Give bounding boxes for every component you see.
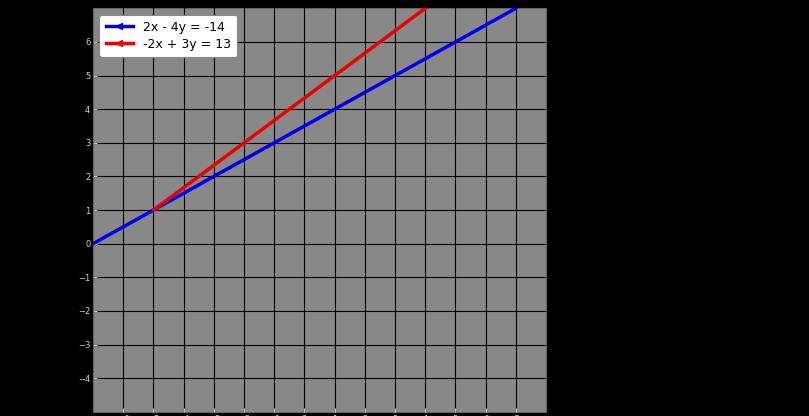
Legend: 2x - 4y = -14, -2x + 3y = 13: 2x - 4y = -14, -2x + 3y = 13 [100, 15, 237, 57]
